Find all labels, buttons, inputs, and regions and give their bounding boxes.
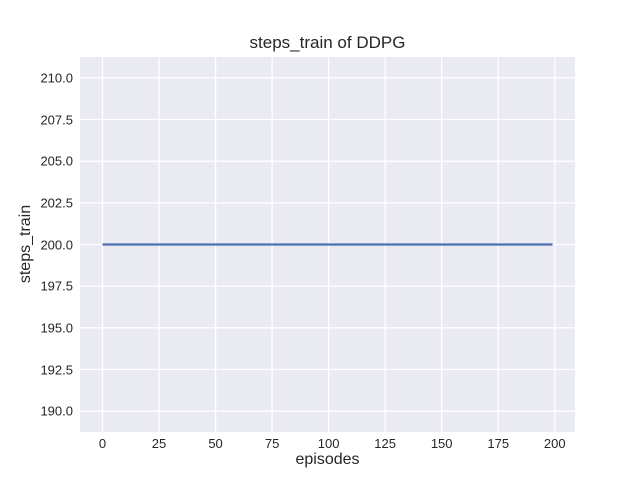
y-tick-label: 197.5 [40, 278, 73, 294]
x-tick-label: 125 [374, 436, 396, 451]
x-tick-label: 75 [264, 436, 280, 451]
x-tick-label: 150 [430, 436, 453, 451]
y-tick-label: 202.5 [40, 195, 73, 211]
y-tick-label: 205.0 [40, 153, 73, 169]
y-tick-label: 207.5 [40, 112, 73, 127]
y-tick-label: 200.0 [40, 237, 73, 252]
x-tick-label: 175 [487, 436, 510, 451]
y-tick-label: 210.0 [40, 70, 73, 86]
chart-title: steps_train of DDPG [249, 33, 406, 52]
x-tick-label: 50 [208, 436, 223, 451]
x-tick-label: 25 [151, 436, 167, 451]
x-tick-label: 200 [543, 436, 566, 451]
x-tick-label: 0 [98, 436, 107, 451]
x-tick-label: 100 [317, 436, 340, 451]
y-tick-label: 195.0 [40, 320, 73, 336]
y-tick-label: 190.0 [40, 403, 73, 419]
x-axis-label: episodes [295, 451, 360, 468]
y-tick-label: 192.5 [40, 362, 73, 377]
